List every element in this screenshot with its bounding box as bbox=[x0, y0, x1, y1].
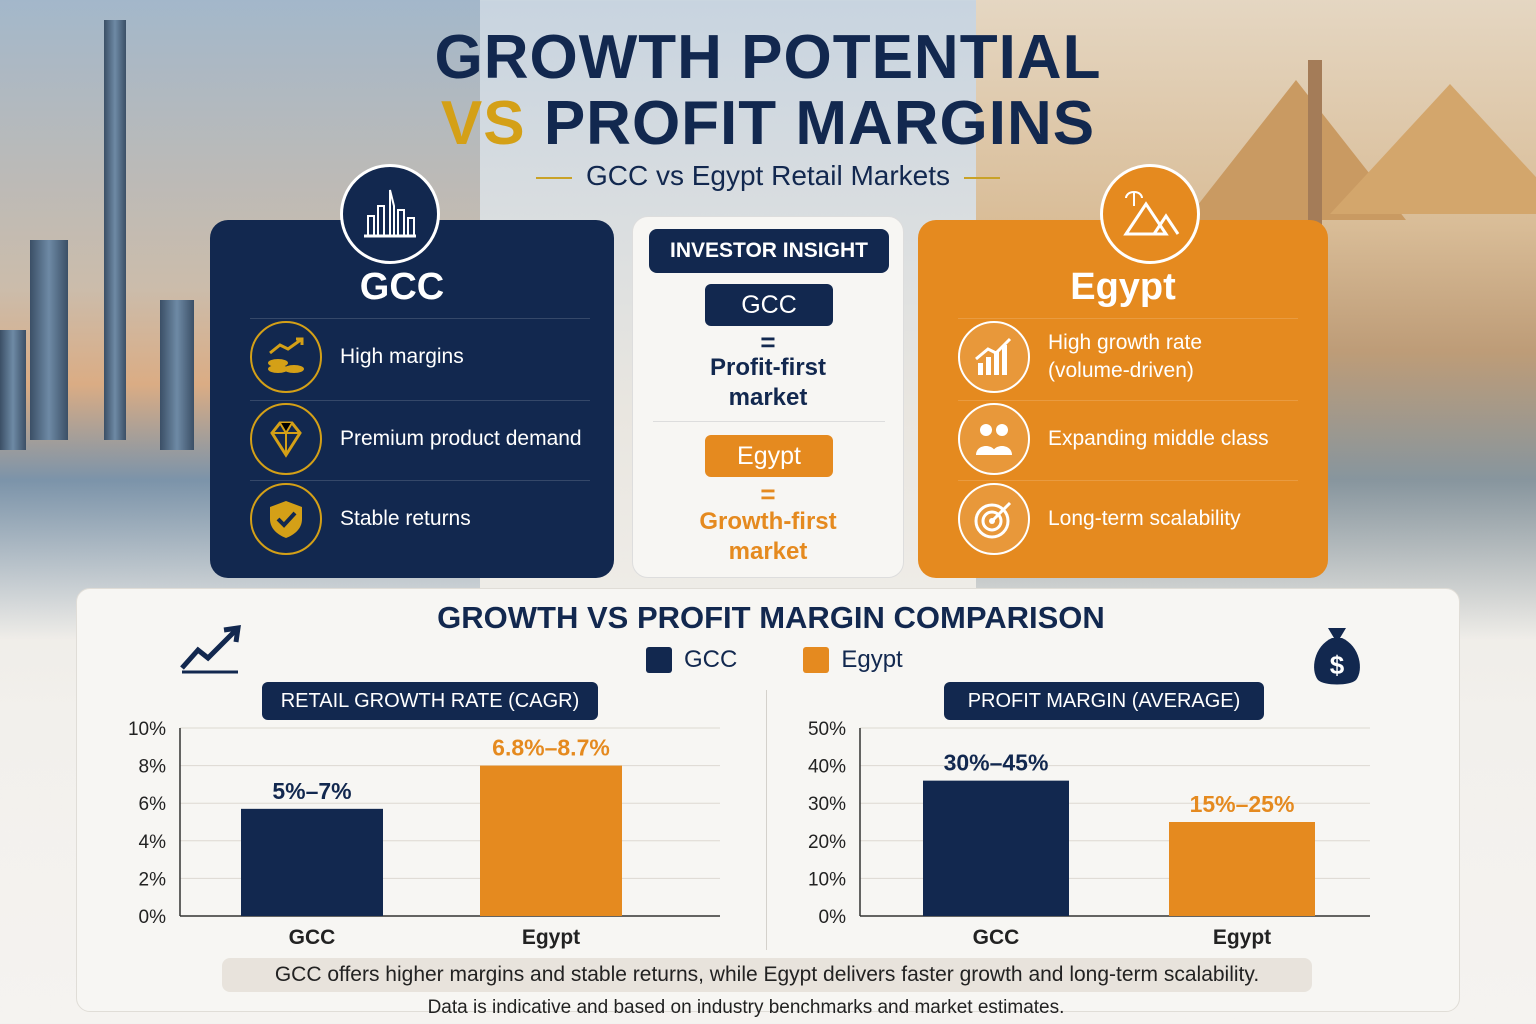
subtitle-rule bbox=[535, 176, 572, 179]
bar-growth-icon bbox=[958, 320, 1030, 393]
data-label: 30%–45% bbox=[944, 750, 1049, 776]
y-tick-label: 40% bbox=[808, 757, 846, 778]
gcc-feature-text: Premium product demand bbox=[340, 426, 582, 450]
legend-item-egypt: Egypt bbox=[803, 646, 903, 674]
insight-heading: INVESTOR INSIGHT bbox=[649, 229, 889, 273]
gcc-feature-margins: High margins bbox=[250, 318, 590, 394]
x-tick-label: Egypt bbox=[1213, 926, 1271, 949]
egypt-card-title: Egypt bbox=[1070, 266, 1176, 308]
investor-insight-card: INVESTOR INSIGHT GCC = Profit-first mark… bbox=[632, 216, 904, 578]
profit-margin-chart: 0% 10% 20% 30% 40% 50% 30%–45% GCC 15%–25% Egypt bbox=[808, 719, 1370, 949]
shield-check-icon bbox=[250, 482, 322, 555]
gcc-feature-text: High margins bbox=[340, 344, 464, 368]
growth-chart-title: RETAIL GROWTH RATE (CAGR) bbox=[262, 682, 598, 720]
x-tick-label: GCC bbox=[289, 926, 336, 949]
minaret bbox=[1308, 60, 1322, 230]
pyramid bbox=[1330, 84, 1536, 214]
gcc-feature-premium: Premium product demand bbox=[250, 400, 590, 476]
coins-growth-icon bbox=[250, 320, 322, 393]
bar-egypt bbox=[480, 765, 622, 916]
data-label: 6.8%–8.7% bbox=[492, 735, 610, 761]
gcc-card-title: GCC bbox=[359, 266, 445, 308]
egypt-feature-growth: High growth rate (volume-driven) bbox=[958, 318, 1298, 394]
egypt-feature-text: Long-term scalability bbox=[1048, 506, 1241, 530]
x-tick-label: Egypt bbox=[522, 926, 580, 949]
insight-egypt-text: Growth-first market bbox=[633, 507, 903, 567]
subtitle-text: GCC vs Egypt Retail Markets bbox=[585, 160, 951, 191]
legend-swatch-gcc bbox=[646, 647, 672, 673]
egypt-feature-text: Expanding middle class bbox=[1048, 426, 1269, 450]
legend-label: GCC bbox=[684, 646, 738, 673]
insight-gcc-line1: Profit-first bbox=[710, 354, 826, 381]
gcc-feature-stable: Stable returns bbox=[250, 480, 590, 556]
subtitle-rule bbox=[964, 176, 1001, 179]
diamond-icon bbox=[250, 402, 322, 475]
comparison-panel bbox=[76, 588, 1460, 1012]
bar-gcc bbox=[923, 780, 1069, 916]
summary-text: GCC offers higher margins and stable ret… bbox=[222, 958, 1312, 992]
insight-egypt-pill: Egypt bbox=[705, 435, 833, 477]
insight-egypt-line1: Growth-first bbox=[699, 508, 837, 535]
skyline-icon bbox=[340, 164, 440, 264]
egypt-card: Egypt High growth rate (volume-driven) E… bbox=[918, 220, 1328, 578]
margin-chart-title: PROFIT MARGIN (AVERAGE) bbox=[944, 682, 1264, 720]
x-tick-label: GCC bbox=[973, 926, 1020, 949]
title-rest: PROFIT MARGINS bbox=[543, 89, 1096, 158]
bar-egypt bbox=[1169, 822, 1315, 916]
legend-swatch-egypt bbox=[803, 647, 830, 673]
footnote: Data is indicative and based on industry… bbox=[427, 997, 1065, 1018]
egypt-feature-middle-class: Expanding middle class bbox=[958, 400, 1298, 476]
y-tick-label: 30% bbox=[808, 794, 846, 815]
y-tick-label: 2% bbox=[139, 869, 167, 890]
page-title-line2: VS PROFIT MARGINS bbox=[0, 88, 1536, 159]
insight-gcc-text: Profit-first market bbox=[633, 353, 903, 413]
data-label: 15%–25% bbox=[1190, 791, 1295, 817]
people-icon bbox=[958, 402, 1030, 475]
y-tick-label: 50% bbox=[808, 719, 846, 740]
comparison-title: GROWTH VS PROFIT MARGIN COMPARISON bbox=[437, 600, 1105, 635]
data-label: 5%–7% bbox=[272, 778, 351, 804]
target-icon bbox=[958, 482, 1030, 555]
y-tick-label: 0% bbox=[139, 907, 167, 928]
insight-gcc-line2: market bbox=[728, 384, 808, 411]
title-vs: VS bbox=[440, 89, 526, 158]
skyscraper bbox=[160, 300, 194, 450]
pyramids-icon bbox=[1100, 164, 1200, 264]
svg-text:$: $ bbox=[1330, 650, 1345, 680]
gcc-card: GCC High margins Premium product demand … bbox=[210, 220, 614, 578]
insight-gcc-pill: GCC bbox=[705, 284, 833, 326]
money-bag-icon: $ bbox=[1308, 622, 1366, 693]
trend-arrow-icon bbox=[178, 624, 244, 679]
y-tick-label: 4% bbox=[139, 832, 167, 853]
insight-divider bbox=[653, 421, 885, 422]
y-tick-label: 6% bbox=[139, 794, 167, 815]
y-tick-label: 10% bbox=[808, 869, 846, 890]
skyscraper bbox=[0, 330, 26, 450]
growth-rate-chart: 0% 2% 4% 6% 8% 10% 5%–7% GCC 6.8%–8.7% Egypt bbox=[128, 719, 720, 949]
page-title-line1: GROWTH POTENTIAL bbox=[434, 23, 1102, 92]
egypt-feature-scalability: Long-term scalability bbox=[958, 480, 1298, 556]
y-tick-label: 10% bbox=[128, 719, 166, 740]
egypt-feature-line1: High growth rate bbox=[1048, 330, 1203, 354]
insight-equals: = bbox=[760, 479, 776, 509]
egypt-feature-text: High growth rate (volume-driven) bbox=[1048, 329, 1202, 385]
skyscraper bbox=[30, 240, 68, 440]
y-tick-label: 0% bbox=[819, 907, 847, 928]
legend-label: Egypt bbox=[841, 646, 903, 673]
gcc-feature-text: Stable returns bbox=[340, 506, 471, 530]
chart-legend: GCC Egypt bbox=[646, 646, 969, 674]
skyscraper bbox=[104, 20, 126, 440]
subtitle: GCC vs Egypt Retail Markets bbox=[0, 160, 1536, 192]
bar-gcc bbox=[241, 808, 383, 916]
chart-divider bbox=[766, 690, 767, 950]
y-tick-label: 8% bbox=[139, 757, 167, 778]
legend-item-gcc: GCC bbox=[646, 646, 737, 674]
insight-egypt-line2: market bbox=[728, 538, 808, 565]
y-tick-label: 20% bbox=[808, 832, 846, 853]
egypt-feature-line2: (volume-driven) bbox=[1048, 358, 1194, 382]
insight-equals: = bbox=[760, 327, 776, 357]
